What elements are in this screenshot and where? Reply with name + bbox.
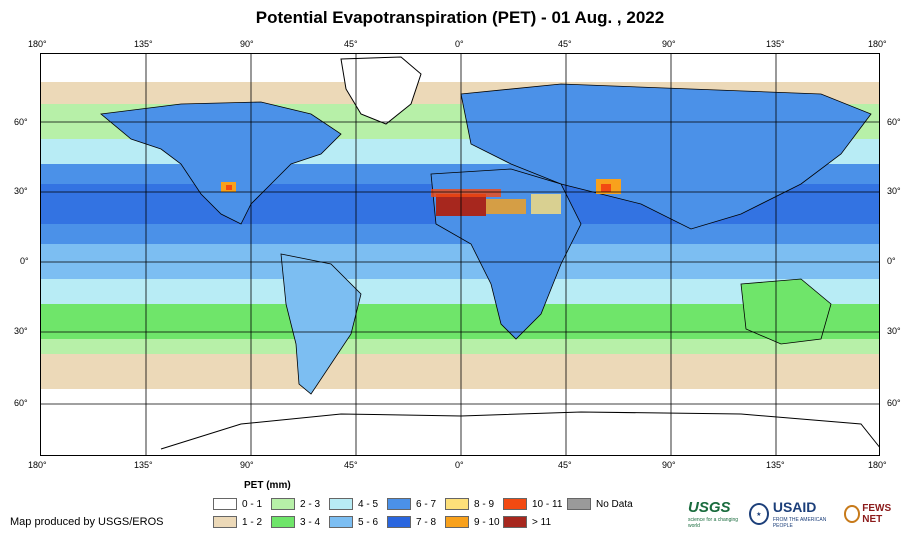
legend-swatch — [387, 516, 411, 528]
lon-tick: 135° — [766, 39, 785, 49]
legend-label: 0 - 1 — [242, 498, 263, 510]
legend-item: 10 - 11 — [503, 498, 562, 510]
lon-tick: 180° — [868, 460, 887, 470]
legend-swatch — [503, 498, 527, 510]
usaid-wordmark: USAID — [772, 499, 817, 515]
australia — [740, 278, 832, 345]
legend-swatch — [213, 498, 237, 510]
legend-label: > 11 — [532, 516, 551, 528]
legend-swatch — [329, 516, 353, 528]
lon-tick: 135° — [134, 39, 153, 49]
legend-swatch — [213, 516, 237, 528]
usgs-wordmark: USGS — [688, 499, 731, 516]
legend-label: No Data — [596, 498, 633, 510]
lat-tick: 0° — [20, 256, 29, 266]
lon-tick: 135° — [134, 460, 153, 470]
pet-map-svg — [41, 54, 879, 455]
legend-item: 1 - 2 — [213, 516, 262, 528]
lat-tick: 30° — [887, 326, 901, 336]
fews-wordmark: FEWS NET — [862, 503, 892, 525]
legend-swatch — [445, 516, 469, 528]
pet-map — [40, 53, 880, 456]
lon-tick: 180° — [868, 39, 887, 49]
lon-tick: 135° — [766, 460, 785, 470]
legend-item: 3 - 4 — [271, 516, 320, 528]
legend-item: > 11 — [503, 516, 551, 528]
legend-item: 8 - 9 — [445, 498, 494, 510]
legend-label: 3 - 4 — [300, 516, 321, 528]
lon-tick: 90° — [662, 460, 676, 470]
south-green-band — [41, 304, 879, 344]
legend-swatch — [445, 498, 469, 510]
fews-globe-icon — [843, 505, 861, 523]
legend-label: 2 - 3 — [300, 498, 321, 510]
lat-tick: 60° — [887, 117, 901, 127]
legend-swatch — [503, 516, 527, 528]
lat-tick: 0° — [887, 256, 896, 266]
lon-tick: 45° — [344, 39, 358, 49]
usaid-tagline: FROM THE AMERICAN PEOPLE — [772, 517, 827, 529]
lat-tick: 30° — [887, 186, 901, 196]
legend-swatch — [271, 516, 295, 528]
lon-tick: 180° — [28, 460, 47, 470]
legend-item: 6 - 7 — [387, 498, 436, 510]
graticule — [41, 54, 879, 455]
legend-label: 4 - 5 — [358, 498, 379, 510]
greenland — [340, 56, 422, 125]
lon-tick: 45° — [558, 39, 572, 49]
legend-label: 10 - 11 — [532, 498, 563, 510]
antarctic-band — [41, 389, 879, 455]
legend-item: 5 - 6 — [329, 516, 378, 528]
north-america — [100, 101, 342, 225]
lon-tick: 90° — [662, 39, 676, 49]
usgs-logo: USGS science for a changing world — [688, 499, 745, 529]
usaid-seal-icon: ★ — [748, 503, 769, 525]
legend-label: 5 - 6 — [358, 516, 379, 528]
legend-item: 4 - 5 — [329, 498, 378, 510]
legend-label: 8 - 9 — [474, 498, 495, 510]
antarctica — [160, 411, 879, 450]
legend-swatch — [387, 498, 411, 510]
usaid-logo: USAID FROM THE AMERICAN PEOPLE — [773, 499, 840, 529]
lat-tick: 60° — [14, 117, 28, 127]
lat-tick: 30° — [14, 186, 28, 196]
legend-swatch — [271, 498, 295, 510]
lon-tick: 90° — [240, 460, 254, 470]
lon-tick: 0° — [455, 460, 464, 470]
map-title: Potential Evapotranspiration (PET) - 01 … — [255, 8, 665, 27]
south-tan-band — [41, 354, 879, 394]
south-america — [280, 253, 362, 395]
arctic-band — [41, 54, 879, 84]
lon-tick: 0° — [455, 39, 464, 49]
lon-tick: 45° — [558, 460, 572, 470]
logo-strip: USGS science for a changing world ★ USAI… — [688, 498, 908, 530]
legend-item: No Data — [567, 498, 633, 510]
credit-text: Map produced by USGS/EROS — [10, 516, 164, 528]
legend-item: 2 - 3 — [271, 498, 320, 510]
legend-label: 6 - 7 — [416, 498, 437, 510]
lon-tick: 45° — [344, 460, 358, 470]
legend-title: PET (mm) — [244, 480, 291, 491]
legend-item: 0 - 1 — [213, 498, 262, 510]
legend-label: 1 - 2 — [242, 516, 263, 528]
usgs-tagline: science for a changing world — [688, 517, 739, 529]
lon-tick: 180° — [28, 39, 47, 49]
arabia-warm — [531, 194, 561, 214]
lat-tick: 30° — [14, 326, 28, 336]
fews-logo: FEWS NET — [843, 503, 908, 525]
legend-item: 9 - 10 — [445, 516, 500, 528]
lat-tick: 60° — [887, 398, 901, 408]
eurasia — [460, 83, 872, 230]
equator-band — [41, 244, 879, 284]
legend-item: 7 - 8 — [387, 516, 436, 528]
legend-label: 7 - 8 — [416, 516, 437, 528]
lat-tick: 60° — [14, 398, 28, 408]
legend-label: 9 - 10 — [474, 516, 500, 528]
lon-tick: 90° — [240, 39, 254, 49]
middle-east-core — [601, 184, 611, 192]
legend-swatch — [567, 498, 591, 510]
legend-swatch — [329, 498, 353, 510]
sw-usa-core — [226, 185, 232, 190]
